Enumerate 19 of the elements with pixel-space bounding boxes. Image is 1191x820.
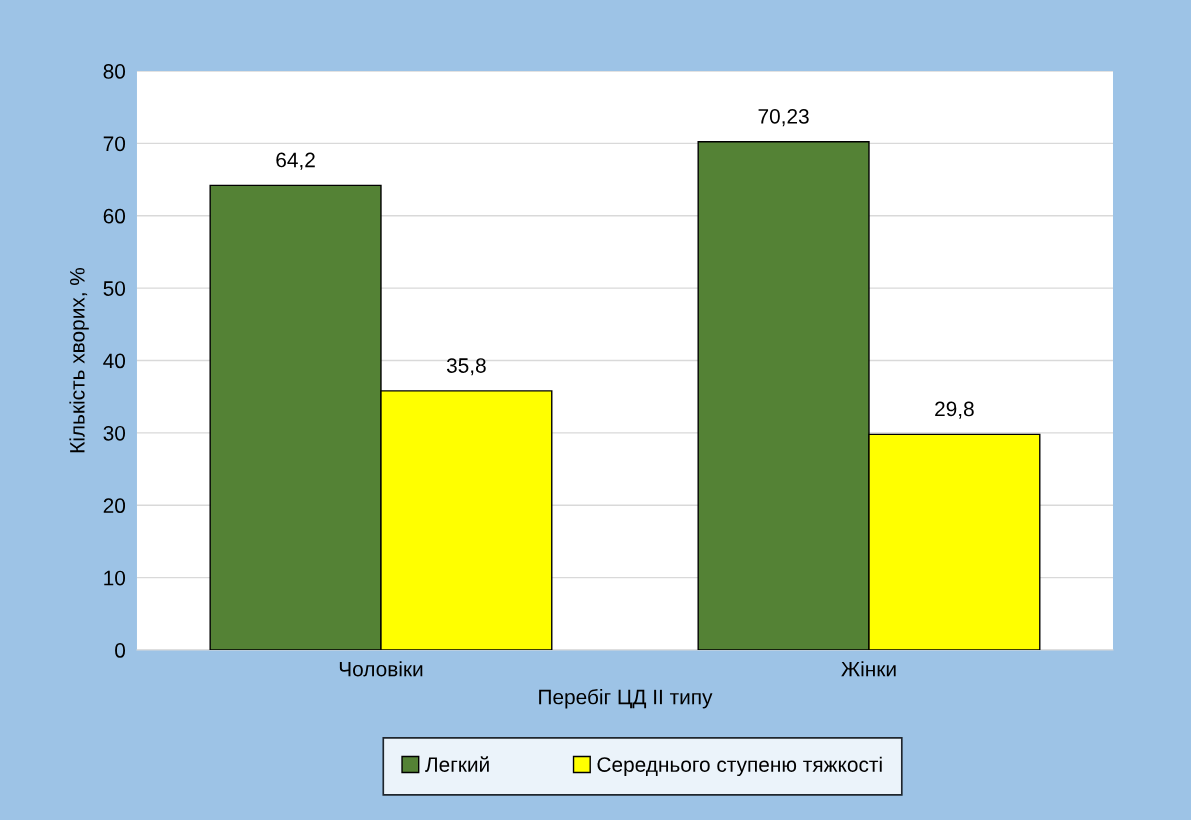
x-tick-label: Жінки [841,661,896,677]
y-tick-label: 60 [103,208,126,224]
x-axis-title: Перебіг ЦД ІІ типу [539,688,713,709]
y-tick-label: 40 [103,353,126,369]
legend-label: Середнього ступеню тяжкості [597,756,882,777]
legend-label: Легкий [425,756,489,772]
x-tick-label: Чоловіки [339,661,423,677]
data-label: 70,23 [758,108,809,127]
data-label: 35,8 [446,358,486,376]
y-tick-label: 80 [103,64,126,79]
y-tick-label: 30 [103,425,126,441]
y-tick-label: 50 [103,281,126,296]
y-tick-label: 20 [103,498,126,514]
y-tick-label: 10 [104,570,126,586]
y-tick-label: 70 [103,136,126,152]
y-tick-label: 0 [115,643,126,658]
data-label: 29,8 [935,401,974,419]
y-axis-title: Кількість хворих, % [69,267,89,453]
data-label: 64,2 [276,152,315,170]
